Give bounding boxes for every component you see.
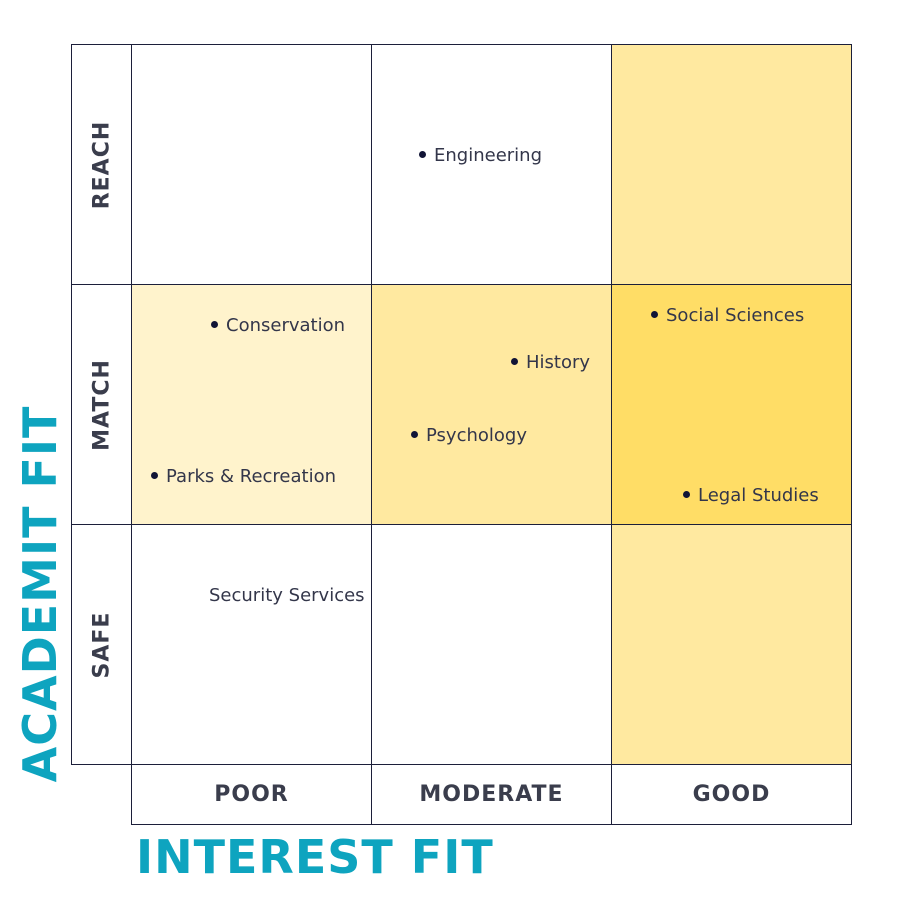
cell-reach-poor bbox=[131, 44, 372, 285]
item-parks-recreation: Parks & Recreation bbox=[151, 466, 336, 488]
cell-safe-poor bbox=[131, 524, 372, 765]
bullet-dot bbox=[683, 490, 690, 498]
item-engineering: Engineering bbox=[419, 145, 542, 167]
item-social-sciences-label: Social Sciences bbox=[666, 305, 805, 326]
bullet-dot bbox=[211, 320, 218, 328]
row-label-match-text: MATCH bbox=[89, 358, 114, 451]
cell-reach-moderate bbox=[371, 44, 612, 285]
item-conservation-label: Conservation bbox=[226, 315, 346, 336]
item-security-services: Security Services bbox=[209, 585, 365, 607]
row-label-match: MATCH bbox=[71, 284, 132, 525]
x-axis-title: INTEREST FIT bbox=[136, 830, 494, 884]
bullet-dot bbox=[511, 357, 518, 365]
item-legal-studies: Legal Studies bbox=[683, 485, 819, 507]
item-social-sciences: Social Sciences bbox=[651, 305, 804, 327]
row-label-reach-text: REACH bbox=[89, 120, 114, 209]
cell-safe-moderate bbox=[371, 524, 612, 765]
item-history: History bbox=[511, 352, 590, 374]
y-axis-title: ACADEMIT FIT bbox=[13, 405, 67, 783]
item-legal-studies-label: Legal Studies bbox=[698, 485, 819, 506]
bullet-dot bbox=[411, 430, 418, 438]
row-label-reach: REACH bbox=[71, 44, 132, 285]
item-conservation: Conservation bbox=[211, 315, 345, 337]
cell-match-poor bbox=[131, 284, 372, 525]
item-history-label: History bbox=[526, 352, 591, 373]
bullet-dot bbox=[419, 150, 426, 158]
cell-safe-good bbox=[611, 524, 852, 765]
cell-match-moderate bbox=[371, 284, 612, 525]
column-label-moderate: MODERATE bbox=[371, 764, 612, 825]
column-label-good: GOOD bbox=[611, 764, 852, 825]
bullet-dot bbox=[651, 310, 658, 318]
item-psychology-label: Psychology bbox=[426, 425, 527, 446]
item-security-services-label: Security Services bbox=[209, 585, 365, 606]
row-label-safe: SAFE bbox=[71, 524, 132, 765]
row-label-safe-text: SAFE bbox=[89, 611, 114, 678]
column-label-poor: POOR bbox=[131, 764, 372, 825]
item-engineering-label: Engineering bbox=[434, 145, 542, 166]
bullet-dot bbox=[151, 471, 158, 479]
item-parks-recreation-label: Parks & Recreation bbox=[166, 466, 337, 487]
cell-reach-good bbox=[611, 44, 852, 285]
item-psychology: Psychology bbox=[411, 425, 527, 447]
